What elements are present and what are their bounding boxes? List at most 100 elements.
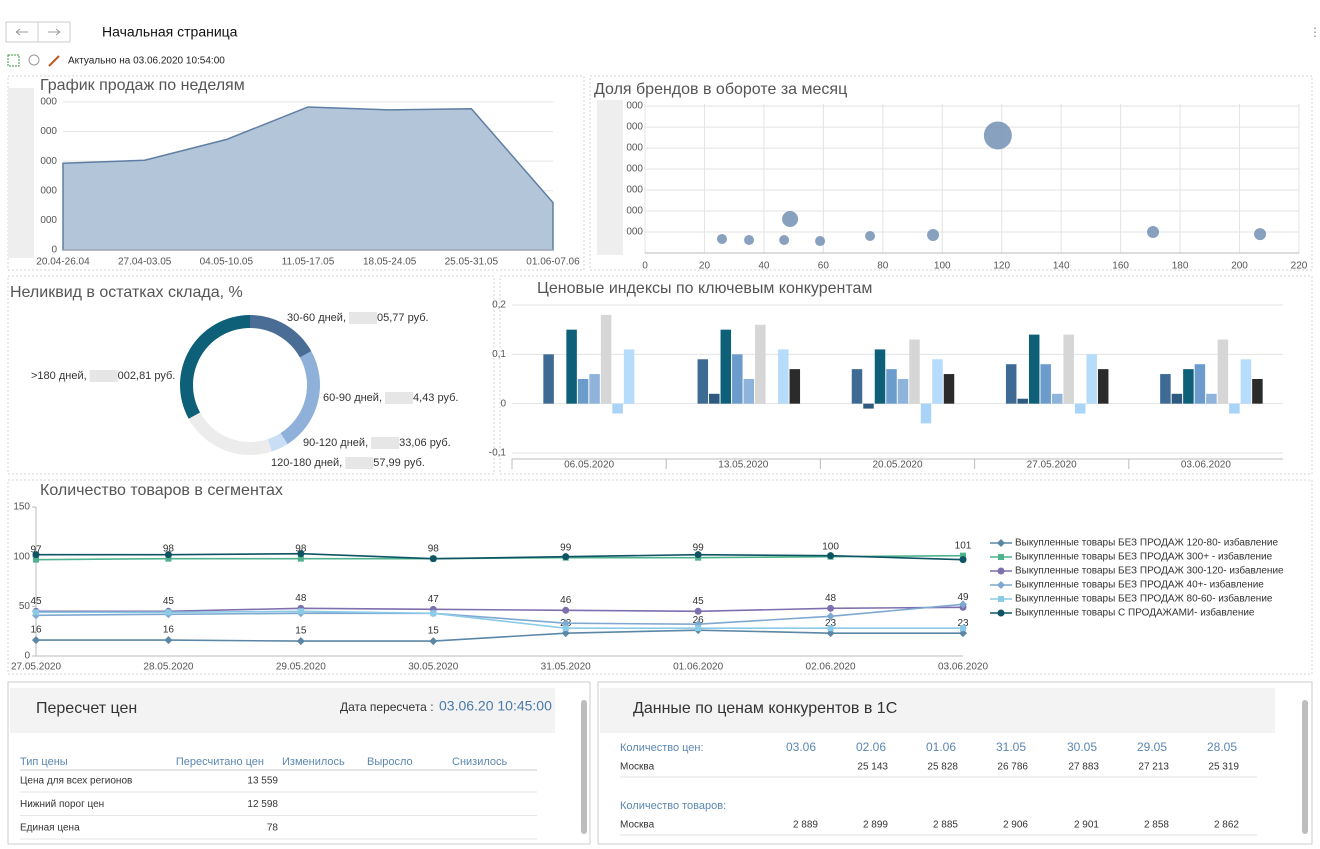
marker — [298, 608, 304, 614]
cell: 2 901 — [1074, 820, 1099, 831]
donut-segment — [189, 412, 272, 455]
x-tick-label: 31.05.2020 — [541, 662, 591, 673]
bubble — [779, 235, 789, 245]
marker — [32, 636, 40, 644]
panel — [8, 480, 1312, 674]
marker — [695, 551, 702, 558]
bar — [1252, 379, 1263, 404]
x-tick-label: 220 — [1291, 261, 1308, 272]
cell: 2 862 — [1214, 820, 1239, 831]
cell: 27 213 — [1138, 762, 1169, 773]
x-tick-label: 60 — [818, 261, 830, 272]
settings-icon[interactable] — [29, 55, 39, 65]
scrollbar[interactable] — [1302, 700, 1308, 834]
marker — [297, 550, 304, 557]
edit-icon[interactable] — [49, 56, 59, 66]
data-label: 46 — [560, 595, 572, 606]
marker — [429, 637, 437, 645]
bar — [543, 354, 554, 403]
marker — [695, 608, 702, 615]
marker — [695, 625, 701, 631]
bar — [601, 315, 612, 404]
segment-amount: 002,81 руб. — [118, 370, 176, 382]
scrollbar[interactable] — [581, 700, 587, 834]
chart-title: График продаж по неделям — [40, 77, 245, 94]
y-tick-label: 0,2 — [492, 300, 506, 311]
chart-title: Количество товаров в сегментах — [40, 482, 283, 499]
x-tick-label: 80 — [877, 261, 889, 272]
marker — [960, 625, 966, 631]
x-tick-label: 18.05-24.05 — [363, 257, 417, 268]
panel — [590, 76, 1312, 270]
bar — [1183, 369, 1194, 404]
data-label: 48 — [295, 593, 307, 604]
segment-amount: 4,43 руб. — [413, 392, 458, 404]
y-tick-label: 000 — [626, 143, 643, 154]
bar — [875, 349, 886, 403]
bar — [1160, 374, 1171, 404]
bar — [863, 404, 874, 409]
cell: 2 858 — [1144, 820, 1169, 831]
x-tick-label: 02.06.2020 — [806, 662, 856, 673]
cell: 2 889 — [793, 820, 818, 831]
x-tick-label: 20 — [699, 261, 711, 272]
y-tick-label: 000 — [40, 215, 57, 226]
x-tick-label: 200 — [1231, 261, 1248, 272]
bar — [744, 379, 755, 404]
marker — [998, 610, 1005, 617]
select-icon[interactable] — [8, 55, 19, 66]
data-label: 98 — [428, 543, 440, 554]
blurred-labels — [597, 100, 623, 255]
x-tick-label: 27.05.2020 — [11, 662, 61, 673]
legend-label: Выкупленные товары С ПРОДАЖАМИ- избавлен… — [1015, 607, 1255, 619]
bar — [612, 404, 623, 414]
menu-icon[interactable]: ⋮ — [1309, 25, 1320, 39]
bar — [1195, 364, 1206, 403]
bar — [909, 340, 920, 404]
x-tick-label: 160 — [1112, 261, 1129, 272]
blurred-value — [371, 437, 399, 449]
column-header: 31.05 — [996, 740, 1026, 754]
bar — [755, 325, 766, 404]
cell: 13 559 — [247, 776, 278, 787]
marker — [563, 625, 569, 631]
bar — [932, 359, 943, 403]
segment-label: 60-90 дней, — [323, 392, 382, 404]
bar — [1086, 354, 1097, 403]
legend-label: Выкупленные товары БЕЗ ПРОДАЖ 120-80- из… — [1015, 537, 1278, 549]
x-tick-label: 03.06.2020 — [938, 662, 988, 673]
bar — [944, 374, 955, 404]
section-label: Количество товаров: — [620, 800, 726, 812]
data-label: 101 — [955, 540, 972, 551]
section-label: Количество цен: — [620, 742, 704, 754]
y-tick-label: 000 — [626, 227, 643, 238]
x-tick-label: 03.06.2020 — [1181, 460, 1231, 471]
column-header: Изменилось — [282, 756, 345, 768]
segment-label: 30-60 дней, — [287, 312, 346, 324]
data-label: 45 — [30, 596, 42, 607]
data-label: 45 — [163, 596, 175, 607]
legend-label: Выкупленные товары БЕЗ ПРОДАЖ 300-120- и… — [1015, 565, 1284, 577]
blurred-value — [349, 312, 377, 324]
marker — [297, 637, 305, 645]
marker — [562, 553, 569, 560]
chart-title: Неликвид в остатках склада, % — [10, 284, 243, 301]
bubble — [927, 229, 939, 241]
legend-label: Выкупленные товары БЕЗ ПРОДАЖ 300+ - изб… — [1015, 551, 1273, 563]
bubble — [984, 121, 1012, 149]
panel-title: Пересчет цен — [36, 700, 137, 717]
x-tick-label: 11.05-17.05 — [282, 257, 335, 268]
x-tick-label: 120 — [993, 261, 1010, 272]
panel-title: Данные по ценам конкурентов в 1С — [633, 700, 897, 717]
blurred-value — [345, 457, 373, 469]
column-header: 02.06 — [856, 740, 886, 754]
blurred-value — [90, 370, 118, 382]
marker — [827, 552, 834, 559]
marker — [997, 581, 1005, 589]
bar — [1241, 359, 1252, 403]
date-value: 03.06.20 10:45:00 — [439, 698, 552, 714]
bubble — [1254, 228, 1266, 240]
bar — [732, 354, 743, 403]
y-tick-label: 000 — [626, 185, 643, 196]
y-tick-label: 000 — [626, 164, 643, 175]
